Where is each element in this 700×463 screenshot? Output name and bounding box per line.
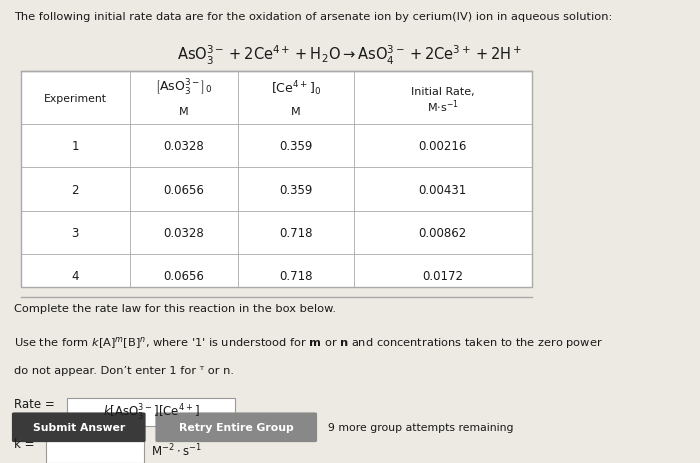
Text: Retry Entire Group: Retry Entire Group	[179, 422, 293, 432]
Text: do not appear. Don’t enter 1 for ᵀ or n.: do not appear. Don’t enter 1 for ᵀ or n.	[14, 365, 234, 375]
Text: 3: 3	[71, 226, 79, 239]
Text: 0.0328: 0.0328	[163, 140, 204, 153]
Text: Use the form $k\mathregular{[A]}^m\mathregular{[B]}^n$, where '1' is understood : Use the form $k\mathregular{[A]}^m\mathr…	[14, 335, 603, 350]
Text: M$\cdot$s$^{-1}$: M$\cdot$s$^{-1}$	[427, 99, 458, 115]
Text: M: M	[291, 106, 300, 116]
Text: 0.718: 0.718	[279, 269, 312, 282]
Text: $k[\mathrm{AsO_3^{3-}}][\mathrm{Ce^{4+}}]$: $k[\mathrm{AsO_3^{3-}}][\mathrm{Ce^{4+}}…	[102, 402, 199, 422]
Text: 0.00431: 0.00431	[419, 183, 467, 196]
Text: 2: 2	[71, 183, 79, 196]
Text: 0.0172: 0.0172	[422, 269, 463, 282]
Text: 0.00216: 0.00216	[419, 140, 467, 153]
Text: k =: k =	[14, 437, 38, 450]
Text: 0.0656: 0.0656	[163, 183, 204, 196]
Text: 4: 4	[71, 269, 79, 282]
Text: Initial Rate,: Initial Rate,	[411, 87, 475, 96]
Text: $\left[\mathrm{AsO_3^{3-}}\right]_0$: $\left[\mathrm{AsO_3^{3-}}\right]_0$	[155, 78, 212, 98]
Text: Experiment: Experiment	[43, 94, 106, 103]
Text: $\left[\mathrm{Ce^{4+}}\right]_0$: $\left[\mathrm{Ce^{4+}}\right]_0$	[271, 79, 321, 98]
Text: 0.0328: 0.0328	[163, 226, 204, 239]
Text: 0.359: 0.359	[279, 140, 312, 153]
Text: 0.00862: 0.00862	[419, 226, 467, 239]
Text: Rate =: Rate =	[14, 397, 59, 410]
Text: $\mathrm{AsO_3^{3-} + 2Ce^{4+} + H_2O \rightarrow AsO_4^{3-} + 2Ce^{3+} + 2H^+}$: $\mathrm{AsO_3^{3-} + 2Ce^{4+} + H_2O \r…	[177, 44, 523, 67]
Text: 9 more group attempts remaining: 9 more group attempts remaining	[328, 422, 513, 432]
Text: 0.359: 0.359	[279, 183, 312, 196]
Text: 1: 1	[71, 140, 79, 153]
Text: Complete the rate law for this reaction in the box below.: Complete the rate law for this reaction …	[14, 303, 336, 313]
Text: 0.0656: 0.0656	[163, 269, 204, 282]
Text: The following initial rate data are for the oxidation of arsenate ion by cerium(: The following initial rate data are for …	[14, 12, 612, 22]
Text: M$^{-2}\cdot$s$^{-1}$: M$^{-2}\cdot$s$^{-1}$	[150, 442, 201, 458]
Text: 0.718: 0.718	[279, 226, 312, 239]
Text: Submit Answer: Submit Answer	[33, 422, 125, 432]
Text: M: M	[179, 106, 188, 116]
